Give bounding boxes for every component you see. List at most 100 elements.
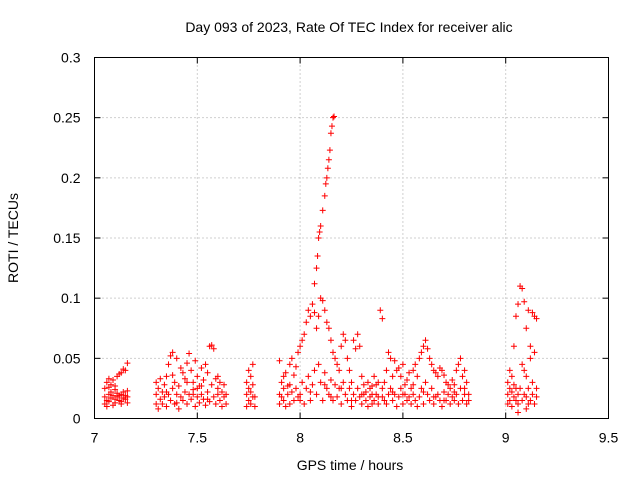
data-point <box>364 379 371 386</box>
data-point <box>184 379 191 386</box>
data-point <box>208 342 215 349</box>
data-point <box>101 385 108 392</box>
data-point <box>362 389 369 396</box>
data-point <box>519 397 526 404</box>
x-tick-label: 7 <box>91 430 99 446</box>
data-point <box>533 385 540 392</box>
data-point <box>303 319 310 326</box>
data-point <box>525 385 532 392</box>
data-point <box>527 343 534 350</box>
data-point <box>451 389 458 396</box>
data-point <box>529 309 536 316</box>
data-point <box>515 391 522 398</box>
data-point <box>338 385 345 392</box>
data-point <box>214 385 221 392</box>
data-point <box>110 376 117 383</box>
data-point <box>385 349 392 356</box>
data-point <box>243 391 250 398</box>
data-point <box>181 389 188 396</box>
data-point <box>153 379 160 386</box>
data-point <box>323 174 330 181</box>
data-point <box>360 381 367 388</box>
data-points <box>101 113 540 416</box>
data-point <box>410 391 417 398</box>
data-point <box>515 409 522 416</box>
data-point <box>512 313 519 320</box>
data-point <box>515 401 522 408</box>
data-point <box>321 369 328 376</box>
data-point <box>389 373 396 380</box>
x-tick-label: 8 <box>296 430 304 446</box>
data-point <box>383 401 390 408</box>
data-point <box>455 401 462 408</box>
data-point <box>245 397 252 404</box>
data-point <box>280 373 287 380</box>
y-tick-label: 0.1 <box>61 290 81 306</box>
data-point <box>297 343 304 350</box>
data-point <box>105 375 112 382</box>
data-point <box>410 367 417 374</box>
data-point <box>159 401 166 408</box>
data-point <box>292 363 299 370</box>
data-point <box>161 393 168 400</box>
data-point <box>463 401 470 408</box>
data-point <box>278 393 285 400</box>
data-point <box>463 379 470 386</box>
data-point <box>282 369 289 376</box>
data-point <box>325 156 332 163</box>
data-point <box>105 384 112 391</box>
data-point <box>379 385 386 392</box>
data-point <box>181 375 188 382</box>
data-point <box>299 337 306 344</box>
data-point <box>523 325 530 332</box>
data-point <box>249 361 256 368</box>
data-point <box>441 372 448 379</box>
data-point <box>418 349 425 356</box>
data-point <box>218 403 225 410</box>
data-point <box>424 345 431 352</box>
data-point <box>327 130 334 137</box>
data-point <box>118 369 125 376</box>
data-point <box>331 113 338 120</box>
data-point <box>124 399 131 406</box>
data-point <box>210 393 217 400</box>
data-point <box>163 403 170 410</box>
data-point <box>393 403 400 410</box>
data-point <box>391 357 398 364</box>
data-point <box>313 265 320 272</box>
data-point <box>198 391 205 398</box>
data-point <box>243 379 250 386</box>
data-point <box>508 403 515 410</box>
data-point <box>346 385 353 392</box>
data-point <box>286 401 293 408</box>
data-point <box>422 379 429 386</box>
data-point <box>510 343 517 350</box>
data-point <box>445 391 452 398</box>
data-point <box>169 372 176 379</box>
data-point <box>307 389 314 396</box>
data-point <box>202 361 209 368</box>
data-point <box>418 385 425 392</box>
data-point <box>338 401 345 408</box>
data-point <box>173 399 180 406</box>
data-point <box>369 383 376 390</box>
data-point <box>523 393 530 400</box>
data-point <box>327 376 334 383</box>
data-point <box>354 331 361 338</box>
data-point <box>247 389 254 396</box>
data-point <box>313 325 320 332</box>
data-point <box>434 373 441 380</box>
data-point <box>247 373 254 380</box>
data-point <box>329 397 336 404</box>
data-point <box>465 397 472 404</box>
data-point <box>184 401 191 408</box>
data-point <box>309 381 316 388</box>
data-point <box>420 389 427 396</box>
data-point <box>434 391 441 398</box>
data-point <box>428 385 435 392</box>
data-point <box>317 379 324 386</box>
y-tick-label: 0.05 <box>53 350 80 366</box>
data-point <box>200 376 207 383</box>
data-point <box>321 192 328 199</box>
